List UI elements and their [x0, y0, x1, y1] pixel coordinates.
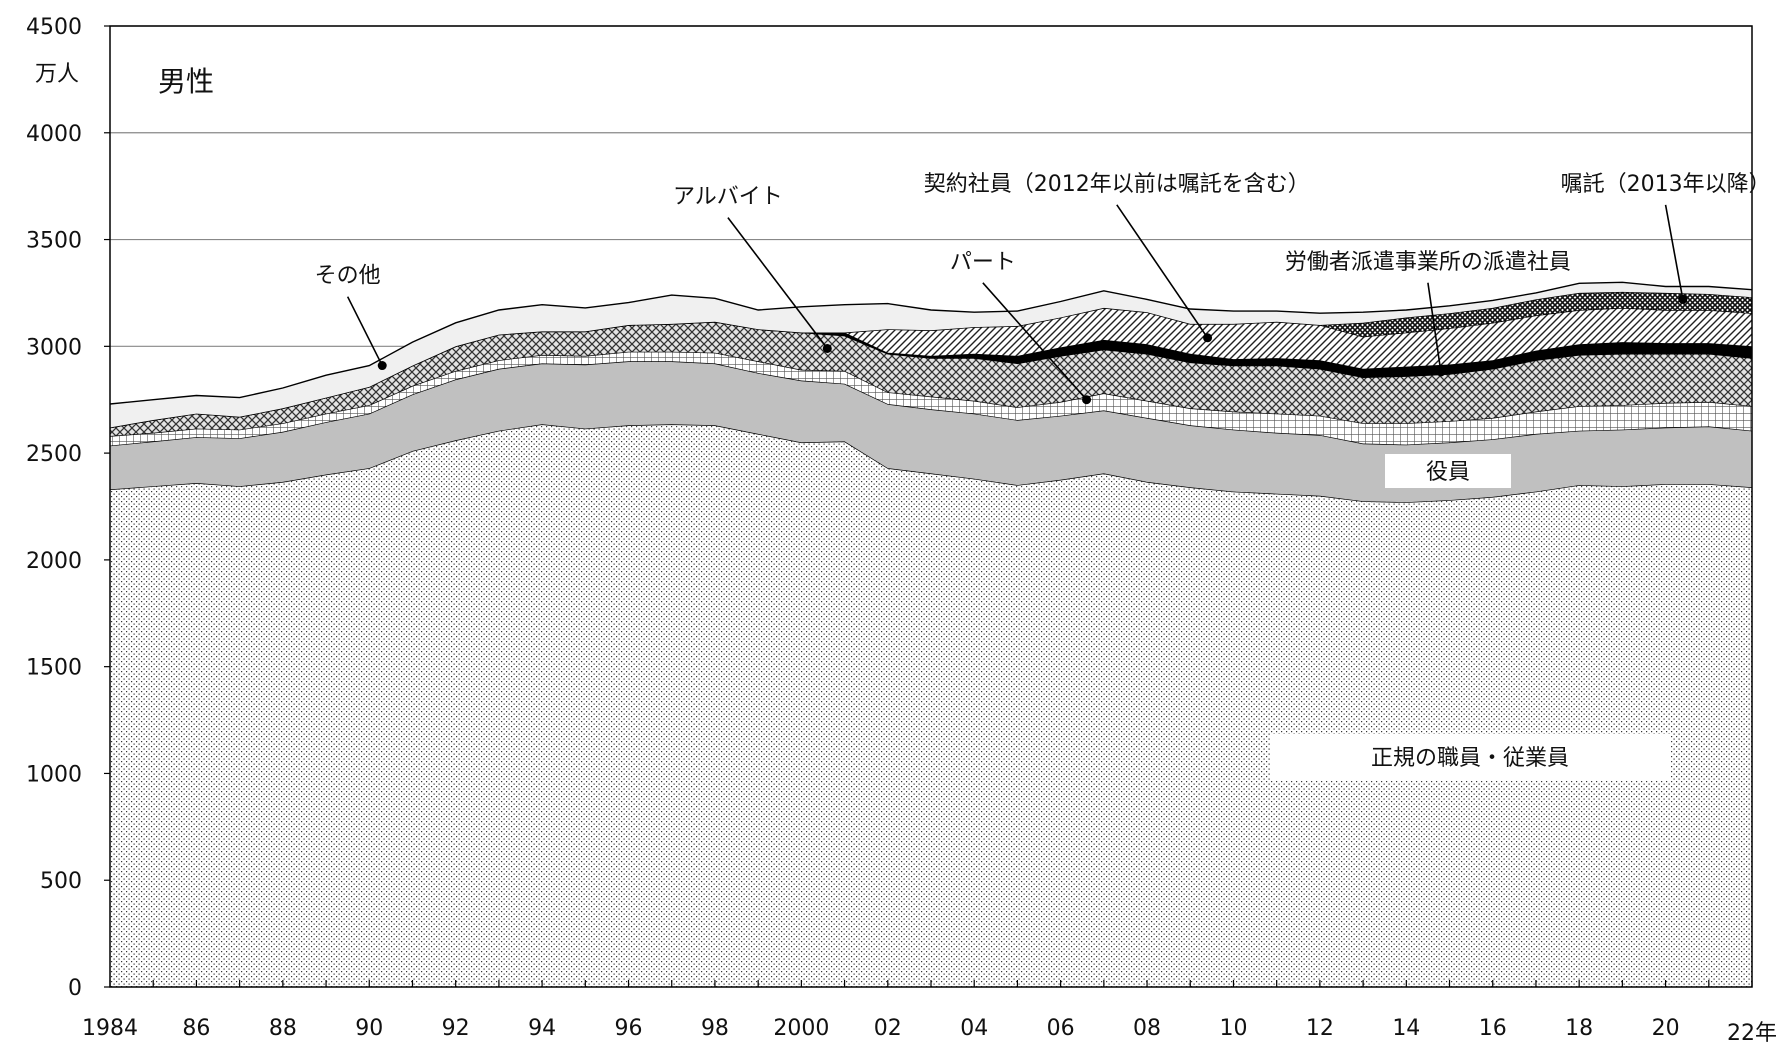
label-leader-line	[346, 296, 383, 366]
label-pointer-dot	[1082, 395, 1092, 405]
x-tick-label: 88	[269, 1016, 297, 1041]
x-tick-label: 2000	[773, 1016, 829, 1041]
x-tick-label: 92	[442, 1016, 470, 1041]
x-tick-label: 16	[1479, 1016, 1507, 1041]
x-tick-label: 22年	[1727, 1021, 1777, 1043]
y-tick-label: 0	[68, 976, 82, 1001]
y-tick-label: 3500	[26, 229, 82, 254]
y-tick-label: 2500	[26, 442, 82, 467]
y-tick-label: 1000	[26, 762, 82, 787]
x-tick-label: 08	[1133, 1016, 1161, 1041]
series-label: 役員	[1426, 460, 1470, 485]
y-tick-label: 3000	[26, 335, 82, 360]
x-tick-label: 02	[874, 1016, 902, 1041]
series-label: 嘱託（2013年以降）	[1561, 172, 1771, 197]
area-series-group	[109, 281, 1753, 987]
area-series-0	[110, 424, 1752, 987]
x-tick-label: 18	[1565, 1016, 1593, 1041]
area-series-6	[110, 291, 1752, 428]
x-tick-label: 94	[528, 1016, 556, 1041]
x-tick-label: 86	[182, 1016, 210, 1041]
series-label: 契約社員（2012年以前は嘱託を含む）	[924, 172, 1310, 197]
x-tick-label: 20	[1652, 1016, 1680, 1041]
series-label: 正規の職員・従業員	[1371, 746, 1569, 771]
x-tick-label: 12	[1306, 1016, 1334, 1041]
label-pointer-dot	[1203, 333, 1213, 343]
x-tick-label: 14	[1392, 1016, 1420, 1041]
label-pointer-dot	[1678, 294, 1688, 304]
x-tick-label: 04	[960, 1016, 988, 1041]
series-label: パート	[950, 250, 1016, 275]
area-series-7-edge	[109, 281, 1753, 405]
axes	[104, 25, 1753, 988]
chart-title: 男性	[158, 65, 214, 98]
label-leader-line	[982, 282, 1088, 401]
series-label: 労働者派遣事業所の派遣社員	[1285, 250, 1571, 275]
x-tick-label: 96	[615, 1016, 643, 1041]
series-label: アルバイト	[673, 185, 783, 210]
area-series-4	[110, 321, 1752, 428]
area-series-5	[110, 307, 1752, 428]
label-pointer-dot	[377, 361, 387, 371]
area-series-2	[110, 351, 1752, 446]
y-tick-label: 1500	[26, 656, 82, 681]
label-pointer-dot	[822, 343, 832, 353]
series-label: その他	[315, 264, 381, 289]
series-label-box	[1270, 734, 1670, 780]
y-tick-label: 4500	[26, 15, 82, 40]
x-tick-label: 10	[1219, 1016, 1247, 1041]
label-leader-line	[1427, 282, 1442, 373]
y-axis-unit-label: 万人	[35, 62, 79, 87]
y-tick-label: 500	[40, 869, 82, 894]
label-leader-line	[1116, 204, 1209, 339]
x-tick-label: 1984	[82, 1016, 138, 1041]
x-tick-label: 06	[1047, 1016, 1075, 1041]
area-series-1	[110, 361, 1752, 503]
y-tick-label: 4000	[26, 122, 82, 147]
label-leader-line	[727, 217, 828, 349]
area-series-7	[110, 282, 1752, 428]
series-label-box	[1385, 454, 1511, 488]
label-leader-line	[1664, 204, 1684, 300]
x-tick-label: 98	[701, 1016, 729, 1041]
tick-labels: 0 500 1000 1500 2000 2500 3000 3500 4000 4500 1984…	[26, 15, 1777, 1043]
area-series-3	[110, 321, 1752, 436]
x-tick-label: 90	[355, 1016, 383, 1041]
y-tick-label: 2000	[26, 549, 82, 574]
label-pointer-dot	[1436, 367, 1446, 377]
